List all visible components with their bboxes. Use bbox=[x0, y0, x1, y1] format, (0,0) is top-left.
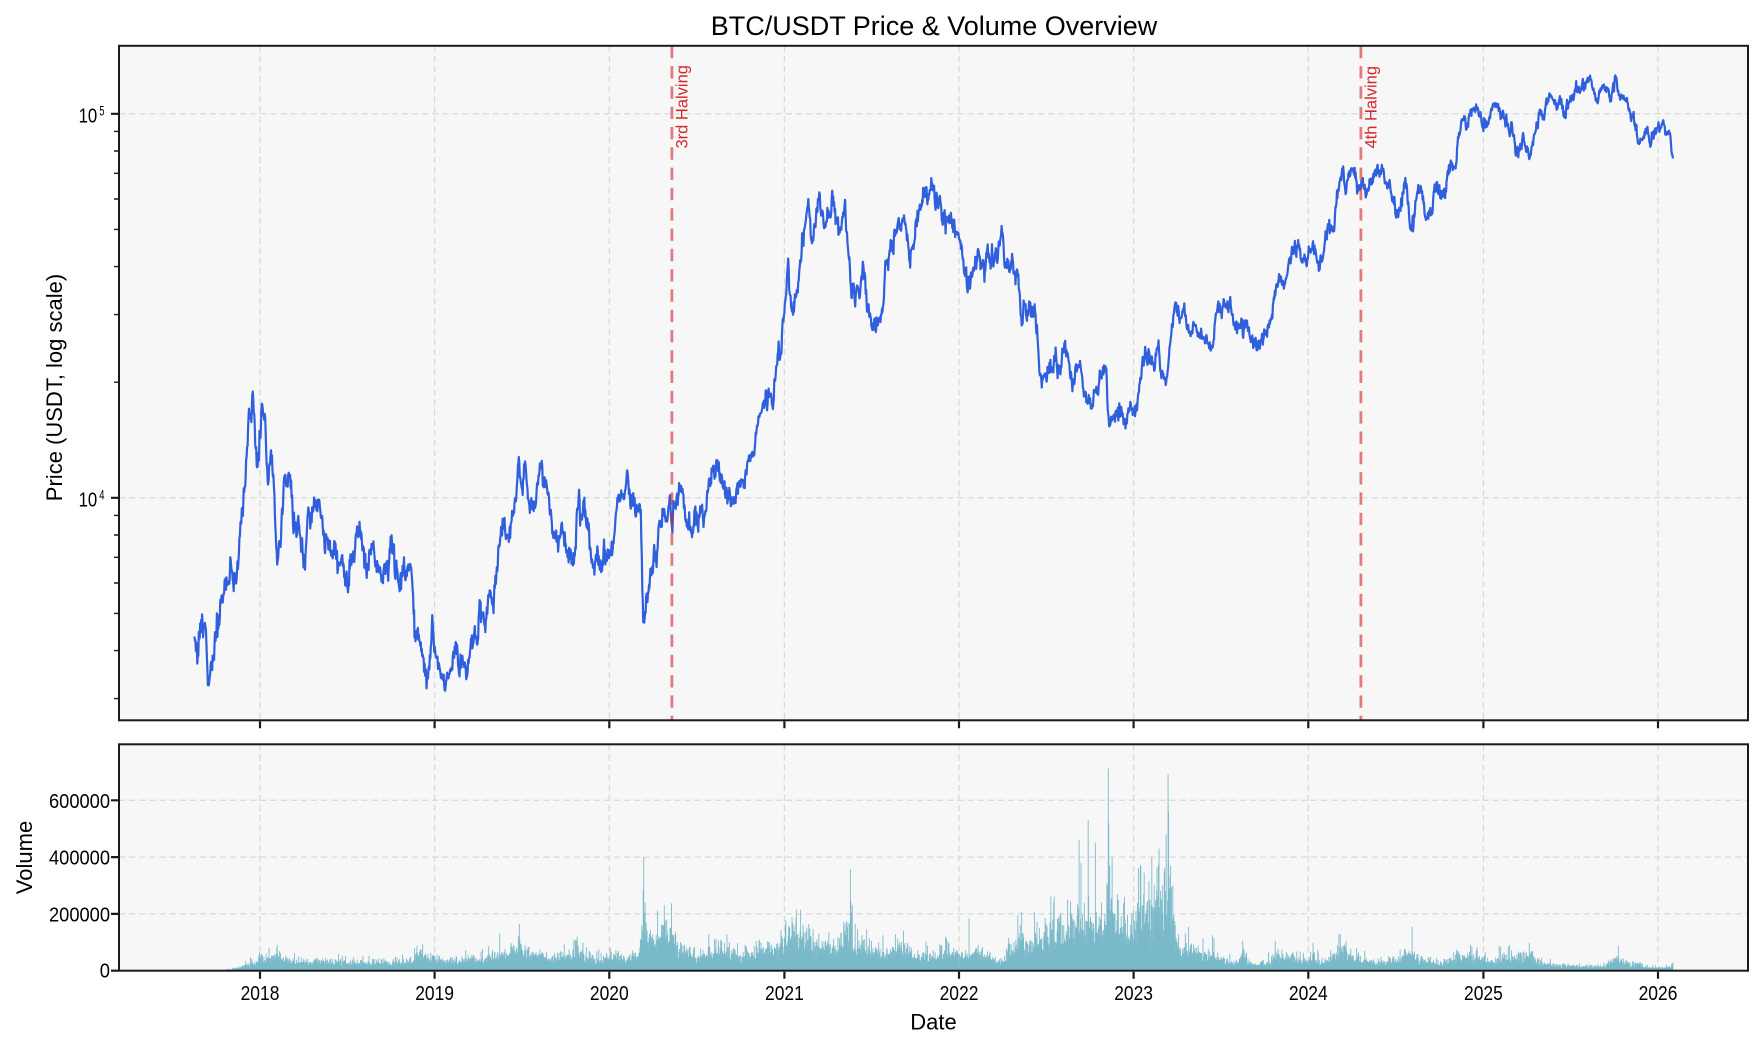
svg-text:BTC/USDT Price & Volume Overvi: BTC/USDT Price & Volume Overview bbox=[711, 11, 1158, 41]
svg-text:400000: 400000 bbox=[49, 848, 110, 870]
svg-text:105: 10 5 bbox=[79, 103, 105, 128]
svg-text:3rd Halving: 3rd Halving bbox=[673, 65, 691, 148]
svg-text:600000: 600000 bbox=[49, 791, 110, 813]
svg-text:2025: 2025 bbox=[1464, 983, 1503, 1005]
svg-text:2026: 2026 bbox=[1639, 983, 1678, 1005]
svg-text:2018: 2018 bbox=[241, 983, 280, 1005]
svg-text:2022: 2022 bbox=[940, 983, 979, 1005]
svg-text:Price (USDT, log scale): Price (USDT, log scale) bbox=[42, 274, 67, 501]
svg-text:2019: 2019 bbox=[415, 983, 454, 1005]
svg-text:200000: 200000 bbox=[49, 904, 110, 926]
svg-text:0: 0 bbox=[100, 961, 110, 983]
svg-text:104: 10 4 bbox=[79, 487, 105, 512]
svg-text:Date: Date bbox=[910, 1010, 956, 1035]
svg-text:2021: 2021 bbox=[765, 983, 804, 1005]
svg-text:2024: 2024 bbox=[1289, 983, 1328, 1005]
svg-text:Volume: Volume bbox=[12, 821, 37, 894]
svg-text:2023: 2023 bbox=[1114, 983, 1153, 1005]
svg-text:2020: 2020 bbox=[590, 983, 629, 1005]
svg-text:4th Halving: 4th Halving bbox=[1362, 66, 1380, 149]
